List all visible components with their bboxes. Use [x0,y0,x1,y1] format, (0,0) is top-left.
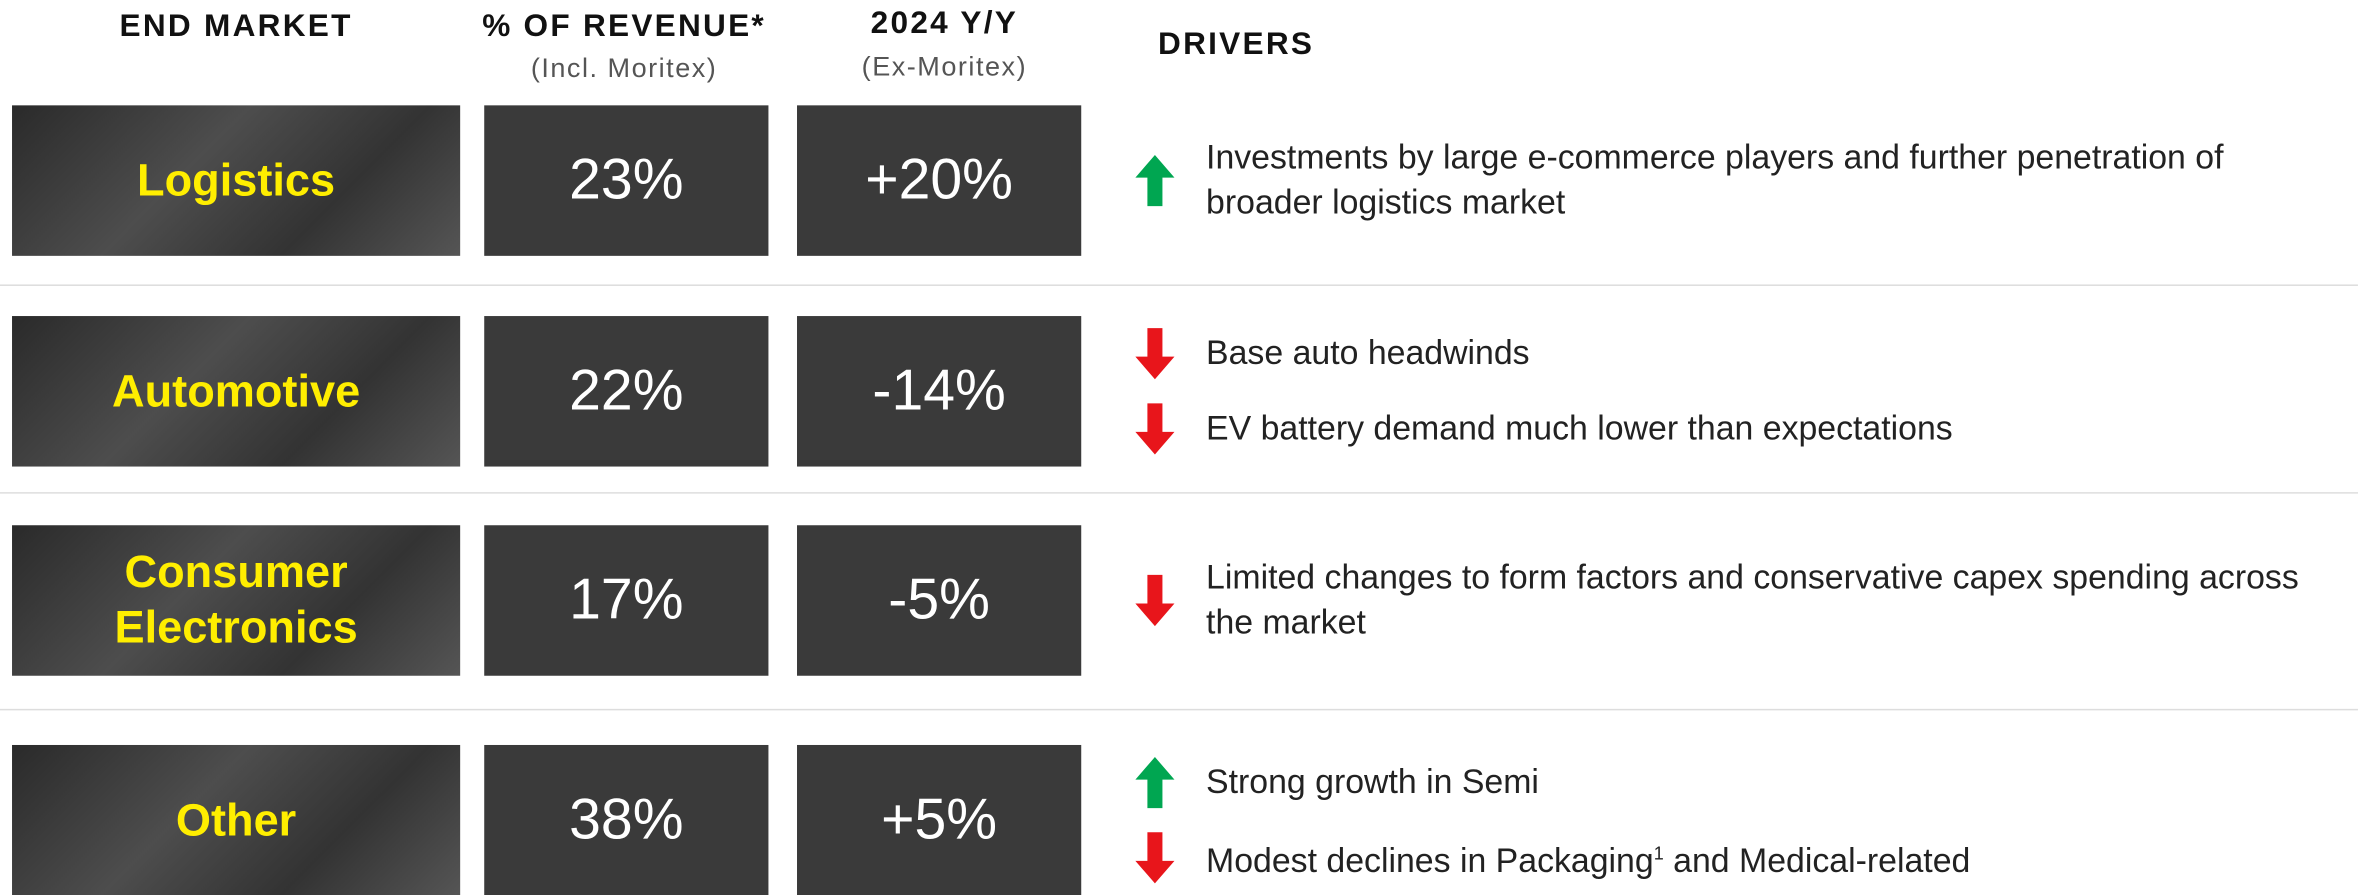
driver-text-main: Limited changes to form factors and cons… [1206,558,2299,642]
revenue-box: 38% [484,744,769,895]
arrow-up [1135,155,1175,207]
driver: EV battery demand much lower than expect… [1134,402,2337,456]
row-separator [0,492,2358,494]
driver-text: Modest declines in Packaging1 and Medica… [1206,831,1970,884]
yoy-box: -14% [797,316,1082,467]
market-tile: Consumer Electronics [12,525,461,676]
header-yoy: 2024 Y/Y [870,6,1019,41]
driver-text: EV battery demand much lower than expect… [1206,406,1953,451]
driver: Investments by large e-commerce players … [1134,135,2337,225]
driver-text-after: and Medical-related [1663,842,1971,881]
driver: Limited changes to form factors and cons… [1134,555,2337,645]
revenue-box: 17% [484,525,769,676]
driver-text-main: Strong growth in Semi [1206,763,1539,801]
yoy-box: +20% [797,105,1082,256]
header-revenue-note: (Incl. Moritex) [530,52,718,83]
driver-text: Strong growth in Semi [1206,760,1539,805]
arrow-up [1135,757,1175,809]
driver-text: Limited changes to form factors and cons… [1206,555,2337,645]
driver-text: Investments by large e-commerce players … [1206,135,2337,225]
arrow-down [1135,403,1175,455]
drivers: Investments by large e-commerce players … [1134,105,2337,256]
arrow-down [1135,328,1175,380]
header-drivers: DRIVERS [1158,27,1315,62]
driver-text: Base auto headwinds [1206,331,1530,376]
driver-text-main: EV battery demand much lower than expect… [1206,409,1953,447]
driver-text-main: Investments by large e-commerce players … [1206,138,2224,222]
revenue-box: 23% [484,105,769,256]
driver-text-main: Modest declines in Packaging [1206,842,1654,881]
arrow-down [1135,832,1175,884]
row-separator [0,284,2358,286]
drivers: Limited changes to form factors and cons… [1134,525,2337,676]
footnote: 1 [1653,843,1664,865]
drivers: Base auto headwinds EV battery demand muc… [1134,316,2337,467]
driver: Strong growth in Semi [1134,756,2337,810]
driver: Base auto headwinds [1134,327,2337,381]
market-tile: Logistics [12,105,461,256]
revenue-box: 22% [484,316,769,467]
yoy-box: +5% [797,744,1082,895]
driver-text-main: Base auto headwinds [1206,334,1530,372]
header-end-market: END MARKET [119,9,353,44]
market-tile: Other [12,744,461,895]
yoy-box: -5% [797,525,1082,676]
row-separator [0,708,2358,711]
header-yoy-note: (Ex-Moritex) [861,51,1028,82]
header-revenue: % OF REVENUE* [482,9,766,44]
market-tile: Automotive [12,316,461,467]
driver: Modest declines in Packaging1 and Medica… [1134,831,2337,885]
arrow-down [1135,574,1175,627]
drivers: Strong growth in Semi Modest declines in … [1134,745,2337,895]
